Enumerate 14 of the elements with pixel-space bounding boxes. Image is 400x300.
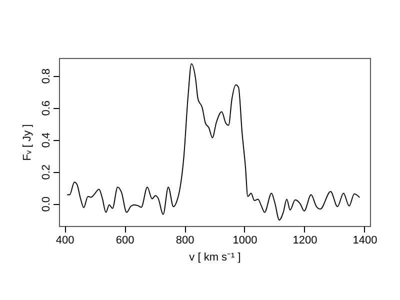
- y-tick-label: 0.2: [40, 164, 52, 180]
- x-tick-label: 600: [116, 234, 134, 246]
- y-tick-label: 0.8: [40, 68, 52, 84]
- x-tick-label: 1200: [292, 234, 318, 246]
- x-tick-label: 1400: [352, 234, 378, 246]
- y-tick-label: 0.0: [40, 196, 52, 212]
- y-axis-title: Fᵥ [ Jy ]: [22, 124, 34, 161]
- y-tick-label: 0.4: [40, 132, 52, 148]
- x-tick-label: 800: [176, 234, 194, 246]
- x-tick-label: 400: [56, 234, 74, 246]
- line-series: [67, 63, 360, 221]
- x-tick-label: 1000: [232, 234, 258, 246]
- y-tick-label: 0.6: [40, 100, 52, 116]
- x-axis-title: v [ km s⁻¹ ]: [189, 252, 241, 264]
